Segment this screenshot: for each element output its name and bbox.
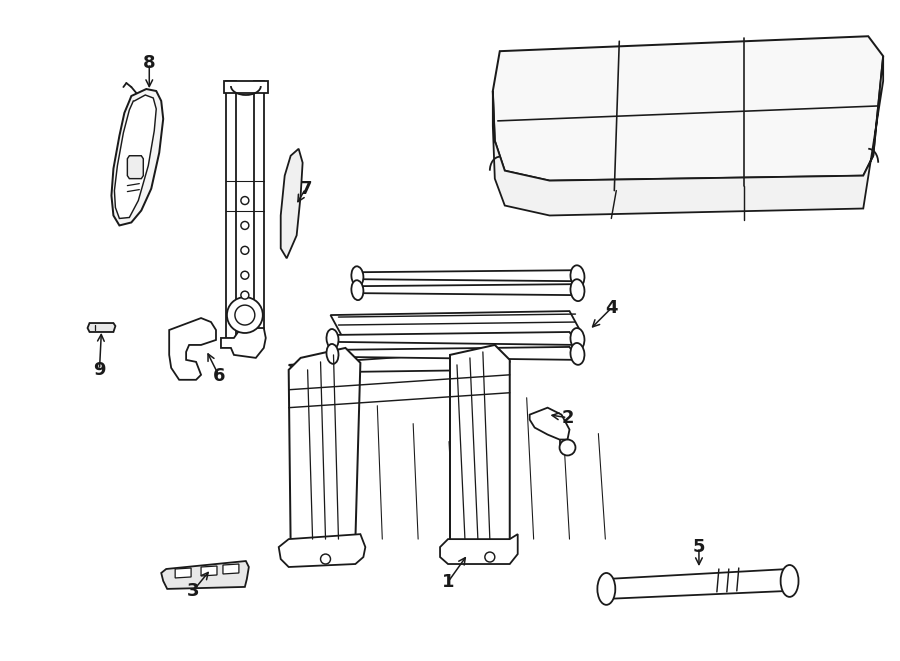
Polygon shape bbox=[450, 345, 509, 554]
Circle shape bbox=[241, 271, 248, 279]
Ellipse shape bbox=[598, 573, 616, 605]
Polygon shape bbox=[112, 89, 163, 225]
Polygon shape bbox=[493, 36, 883, 180]
Ellipse shape bbox=[571, 265, 584, 287]
Circle shape bbox=[560, 440, 575, 455]
Ellipse shape bbox=[351, 266, 364, 286]
Polygon shape bbox=[161, 561, 248, 589]
Polygon shape bbox=[440, 534, 517, 564]
Polygon shape bbox=[114, 95, 157, 219]
Text: 9: 9 bbox=[94, 361, 105, 379]
Text: 4: 4 bbox=[605, 299, 617, 317]
Text: 3: 3 bbox=[187, 582, 199, 600]
Polygon shape bbox=[356, 284, 578, 295]
Circle shape bbox=[320, 554, 330, 564]
Ellipse shape bbox=[351, 280, 364, 300]
Text: 2: 2 bbox=[562, 408, 574, 426]
Polygon shape bbox=[330, 347, 578, 360]
Text: 7: 7 bbox=[300, 180, 312, 198]
Polygon shape bbox=[128, 156, 143, 178]
Polygon shape bbox=[176, 568, 191, 578]
Text: 6: 6 bbox=[212, 367, 225, 385]
Circle shape bbox=[241, 291, 248, 299]
Polygon shape bbox=[281, 149, 302, 258]
Circle shape bbox=[241, 196, 248, 204]
Ellipse shape bbox=[327, 329, 338, 349]
Ellipse shape bbox=[571, 328, 584, 350]
Ellipse shape bbox=[780, 565, 798, 597]
Polygon shape bbox=[330, 311, 581, 337]
Polygon shape bbox=[530, 408, 570, 440]
Polygon shape bbox=[221, 328, 266, 358]
Polygon shape bbox=[87, 323, 115, 332]
Text: 5: 5 bbox=[693, 538, 706, 556]
Ellipse shape bbox=[571, 343, 584, 365]
Text: 8: 8 bbox=[143, 54, 156, 72]
Ellipse shape bbox=[327, 344, 338, 364]
Polygon shape bbox=[289, 350, 509, 372]
Polygon shape bbox=[493, 56, 883, 215]
Polygon shape bbox=[169, 318, 216, 380]
Polygon shape bbox=[201, 566, 217, 576]
Circle shape bbox=[241, 221, 248, 229]
Polygon shape bbox=[356, 270, 578, 281]
Polygon shape bbox=[254, 81, 264, 335]
Circle shape bbox=[235, 305, 255, 325]
Polygon shape bbox=[330, 332, 578, 345]
Polygon shape bbox=[226, 81, 236, 340]
Text: 1: 1 bbox=[442, 573, 454, 591]
Circle shape bbox=[227, 297, 263, 333]
Ellipse shape bbox=[571, 279, 584, 301]
Polygon shape bbox=[223, 564, 238, 574]
Circle shape bbox=[485, 552, 495, 562]
Polygon shape bbox=[604, 569, 792, 599]
Polygon shape bbox=[224, 81, 268, 93]
Polygon shape bbox=[289, 348, 360, 557]
Polygon shape bbox=[279, 534, 365, 567]
Circle shape bbox=[241, 247, 248, 254]
